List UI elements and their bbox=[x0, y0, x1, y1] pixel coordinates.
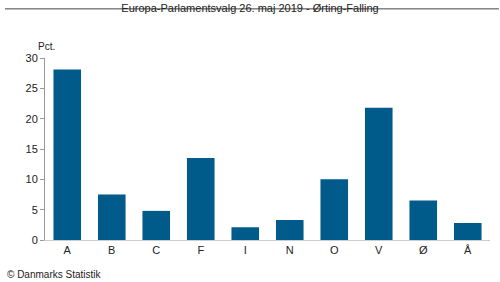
svg-text:Pct.: Pct. bbox=[38, 41, 55, 52]
svg-text:0: 0 bbox=[32, 234, 38, 246]
svg-text:V: V bbox=[375, 244, 383, 256]
svg-text:20: 20 bbox=[26, 113, 38, 125]
svg-text:10: 10 bbox=[26, 173, 38, 185]
svg-text:O: O bbox=[330, 244, 339, 256]
svg-text:Å: Å bbox=[464, 244, 472, 256]
svg-text:30: 30 bbox=[26, 52, 38, 64]
svg-text:F: F bbox=[197, 244, 204, 256]
svg-text:Europa-Parlamentsvalg 26. maj: Europa-Parlamentsvalg 26. maj 2019 - Ørt… bbox=[121, 2, 378, 14]
svg-text:A: A bbox=[64, 244, 72, 256]
svg-text:15: 15 bbox=[26, 143, 38, 155]
svg-text:B: B bbox=[108, 244, 115, 256]
svg-text:Ø: Ø bbox=[419, 244, 428, 256]
svg-text:© Danmarks Statistik: © Danmarks Statistik bbox=[7, 269, 102, 280]
svg-text:5: 5 bbox=[32, 204, 38, 216]
svg-text:N: N bbox=[286, 244, 294, 256]
svg-text:C: C bbox=[152, 244, 160, 256]
svg-text:25: 25 bbox=[26, 82, 38, 94]
svg-text:I: I bbox=[244, 244, 247, 256]
